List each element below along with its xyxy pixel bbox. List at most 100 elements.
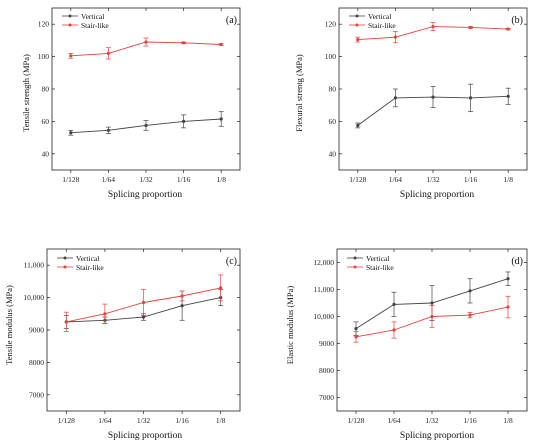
y-tick-label: 8000: [29, 358, 44, 367]
panel-label: (c): [226, 256, 237, 267]
data-point-vertical: [392, 302, 396, 306]
y-tick-label: 40: [329, 149, 337, 158]
legend: Vertical Stair-like: [62, 12, 109, 30]
x-tick-label: 1/128: [62, 175, 79, 184]
legend: Vertical Stair-like: [349, 12, 396, 30]
data-point-stair-like: [64, 320, 68, 324]
x-tick-label: 1/8: [216, 175, 226, 184]
data-point-stair-like: [506, 305, 510, 309]
chart-panel-a: Tensile strength (MPa) Splicing proporti…: [21, 7, 241, 200]
data-point-stair-like: [469, 25, 473, 30]
y-tick-label: 10,000: [313, 312, 334, 321]
plot-frame: [46, 248, 241, 412]
data-point-stair-like: [393, 35, 397, 39]
data-point-vertical: [431, 95, 435, 99]
legend-marker-vertical: [353, 256, 357, 260]
legend-marker-vertical: [355, 14, 359, 18]
y-tick-label: 80: [42, 85, 50, 94]
y-tick-label: 60: [42, 117, 50, 126]
x-tick-label: 1/64: [102, 175, 116, 184]
y-tick-label: 9000: [319, 339, 334, 348]
legend-marker-stair: [63, 265, 67, 269]
data-point-vertical: [468, 289, 472, 293]
x-axis-title: Splicing proportion: [400, 190, 474, 200]
x-tick-label: 1/128: [349, 175, 366, 184]
x-tick-label: 1/16: [177, 175, 191, 184]
legend-label-vertical: Vertical: [366, 254, 389, 263]
data-point-vertical: [180, 304, 184, 308]
legend-label-stair: Stair-like: [76, 263, 104, 272]
data-point-stair-like: [69, 54, 73, 58]
y-tick-label: 12,000: [313, 258, 334, 267]
data-point-vertical: [356, 123, 360, 128]
y-tick-label: 8000: [319, 366, 334, 375]
x-tick-label: 1/8: [503, 175, 513, 184]
data-point-stair-like: [506, 27, 510, 31]
y-tick-label: 40: [42, 149, 50, 158]
y-tick-label: 9000: [29, 326, 44, 335]
x-tick-label: 1/128: [58, 416, 75, 425]
y-tick-label: 80: [329, 85, 337, 94]
x-axis-title: Splicing proportion: [108, 190, 182, 200]
legend-label-vertical: Vertical: [81, 12, 104, 21]
data-point-vertical: [506, 94, 510, 98]
y-axis-title: Flexural strentg (MPa): [294, 54, 304, 132]
x-tick-label: 1/64: [387, 416, 401, 425]
chart-panel-c: Tensile modulus (MPa) Splicing proportio…: [4, 248, 241, 441]
y-tick-label: 100: [38, 52, 50, 61]
legend-label-vertical: Vertical: [368, 12, 391, 21]
x-tick-label: 1/32: [137, 416, 151, 425]
data-point-stair-like: [431, 25, 435, 29]
data-point-stair-like: [219, 42, 223, 47]
data-point-stair-like: [430, 314, 434, 319]
data-point-vertical: [506, 277, 510, 281]
plot-frame: [51, 7, 241, 171]
data-point-stair-like: [219, 286, 223, 290]
x-axis-title: Splicing proportion: [400, 431, 474, 441]
x-tick-label: 1/8: [503, 416, 513, 425]
y-axis-title: Tensile modulus (MPa): [4, 285, 14, 365]
legend-marker-vertical: [68, 14, 72, 18]
panel-label: (d): [511, 256, 523, 267]
y-tick-label: 7000: [319, 393, 334, 402]
legend-marker-stair: [68, 23, 72, 27]
chart-panel-d: Elastic modulus (MPa) Splicing proportio…: [285, 248, 528, 441]
panel-label: (a): [226, 15, 237, 26]
legend-label-stair: Stair-like: [368, 21, 396, 30]
x-tick-label: 1/16: [464, 175, 478, 184]
data-point-vertical: [469, 96, 473, 100]
data-point-vertical: [106, 128, 110, 132]
data-point-vertical: [354, 327, 358, 331]
data-point-stair-like: [180, 294, 184, 298]
data-point-stair-like: [182, 41, 186, 45]
data-point-vertical: [144, 123, 148, 128]
data-point-vertical: [219, 117, 223, 121]
y-tick-label: 11,000: [314, 285, 335, 294]
x-tick-label: 1/16: [175, 416, 189, 425]
data-point-vertical: [141, 315, 146, 319]
legend: Vertical Stair-like: [347, 254, 394, 272]
data-point-vertical: [430, 301, 434, 305]
legend-label-stair: Stair-like: [81, 21, 109, 30]
data-point-stair-like: [103, 312, 107, 316]
data-point-stair-like: [468, 313, 472, 317]
x-tick-label: 1/8: [216, 416, 226, 425]
y-axis-title: Elastic modulus (MPa): [285, 286, 295, 365]
data-point-vertical: [393, 96, 397, 100]
data-point-stair-like: [106, 51, 110, 55]
y-tick-label: 60: [329, 117, 337, 126]
legend: Vertical Stair-like: [57, 254, 104, 272]
x-tick-label: 1/128: [347, 416, 364, 425]
y-axis-title: Tensile strength (MPa): [21, 54, 31, 132]
legend-marker-vertical: [63, 256, 67, 260]
legend-label-stair: Stair-like: [366, 263, 394, 272]
x-tick-label: 1/16: [463, 416, 477, 425]
data-point-stair-like: [356, 37, 360, 42]
legend-marker-stair: [353, 265, 357, 269]
x-tick-label: 1/32: [425, 416, 439, 425]
plot-frame: [336, 248, 528, 412]
y-tick-label: 11,000: [24, 261, 45, 270]
legend-label-vertical: Vertical: [76, 254, 99, 263]
data-point-vertical: [182, 119, 186, 123]
